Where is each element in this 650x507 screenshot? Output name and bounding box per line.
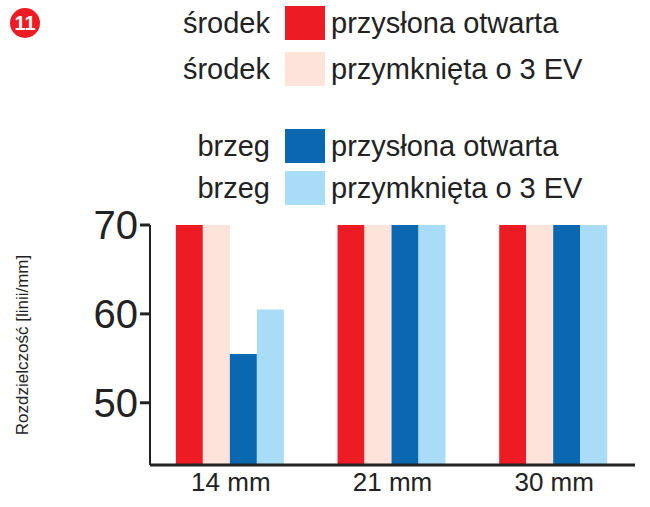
html-text:środek: środek — [183, 6, 270, 39]
svg-text:Rozdzielczość [linii/mm]: Rozdzielczość [linii/mm] — [13, 255, 32, 435]
html-text:brzeg: brzeg — [197, 129, 270, 162]
svg-text:70: 70 — [94, 203, 139, 247]
html-text:brzeg: brzeg — [197, 171, 270, 204]
svg-text:21 mm: 21 mm — [353, 467, 432, 497]
svg-text:50: 50 — [94, 381, 139, 425]
svg-text:60: 60 — [94, 292, 139, 336]
html-text:przymknięta o 3 EV: przymknięta o 3 EV — [331, 52, 583, 85]
html-text:przysłona otwarta: przysłona otwarta — [331, 129, 559, 162]
html-text:przysłona otwarta: przysłona otwarta — [331, 6, 559, 39]
html-text:środek: środek — [183, 52, 270, 85]
svg-text:14 mm: 14 mm — [191, 467, 270, 497]
svg-text:30 mm: 30 mm — [514, 467, 593, 497]
html-text:11: 11 — [14, 12, 36, 34]
html-text:przymknięta o 3 EV: przymknięta o 3 EV — [331, 171, 583, 204]
